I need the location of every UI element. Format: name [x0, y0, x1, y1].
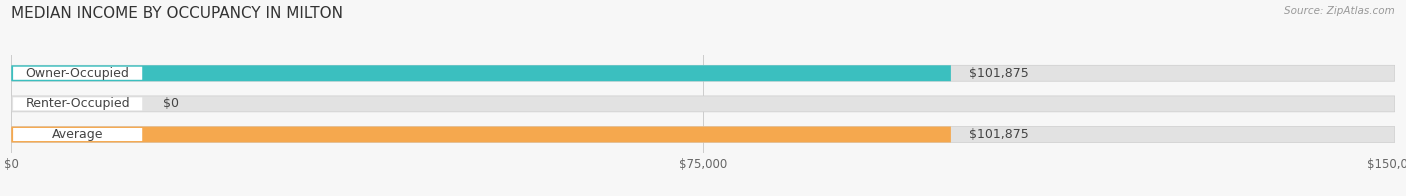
Text: $101,875: $101,875	[969, 67, 1029, 80]
Text: MEDIAN INCOME BY OCCUPANCY IN MILTON: MEDIAN INCOME BY OCCUPANCY IN MILTON	[11, 6, 343, 21]
Text: $0: $0	[163, 97, 180, 110]
Text: Renter-Occupied: Renter-Occupied	[25, 97, 129, 110]
FancyBboxPatch shape	[11, 127, 950, 142]
Text: Source: ZipAtlas.com: Source: ZipAtlas.com	[1284, 6, 1395, 16]
FancyBboxPatch shape	[13, 97, 142, 110]
FancyBboxPatch shape	[13, 128, 142, 141]
Text: Average: Average	[52, 128, 104, 141]
FancyBboxPatch shape	[11, 96, 1395, 112]
FancyBboxPatch shape	[11, 127, 1395, 142]
FancyBboxPatch shape	[11, 65, 1395, 81]
FancyBboxPatch shape	[11, 65, 950, 81]
Text: Owner-Occupied: Owner-Occupied	[25, 67, 129, 80]
FancyBboxPatch shape	[13, 67, 142, 80]
Text: $101,875: $101,875	[969, 128, 1029, 141]
